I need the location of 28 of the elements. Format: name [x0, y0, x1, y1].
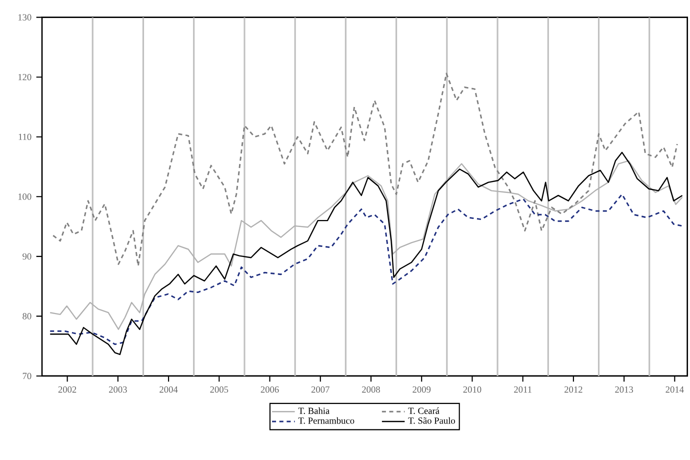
- y-tick-label: 80: [22, 313, 32, 320]
- y-tick-label: 110: [18, 134, 32, 140]
- x-tick-label: 2005: [210, 386, 228, 393]
- legend-label: T. Ceará: [408, 407, 440, 414]
- x-tick-label: 2013: [615, 386, 634, 393]
- y-tick-label: 100: [18, 194, 32, 200]
- line-series: [49, 194, 684, 346]
- x-tick-label: 2007: [311, 386, 330, 393]
- x-tick-label: 2006: [260, 386, 279, 393]
- x-tick-label: 2011: [514, 386, 532, 393]
- y-tick-label: 130: [18, 14, 32, 20]
- legend-label: T. Bahia: [298, 407, 330, 414]
- x-tick-label: 2009: [412, 386, 431, 393]
- x-tick-label: 2003: [109, 386, 127, 393]
- y-tick-label: 90: [22, 253, 32, 260]
- y-tick-label: 70: [22, 372, 32, 380]
- line-series: [50, 152, 683, 356]
- x-tick-label: 2004: [160, 386, 178, 393]
- x-tick-label: 2010: [463, 386, 482, 393]
- y-tick-label: 120: [18, 74, 32, 80]
- legend-label: T. Pernambuco: [298, 417, 354, 424]
- legend-label: T. São Paulo: [408, 417, 455, 424]
- x-tick-label: 2002: [58, 386, 76, 393]
- line-series: [52, 72, 678, 267]
- x-tick-label: 2008: [362, 386, 380, 393]
- x-tick-label: 2012: [564, 386, 582, 393]
- x-tick-label: 2014: [666, 386, 684, 393]
- line-series: [50, 160, 683, 330]
